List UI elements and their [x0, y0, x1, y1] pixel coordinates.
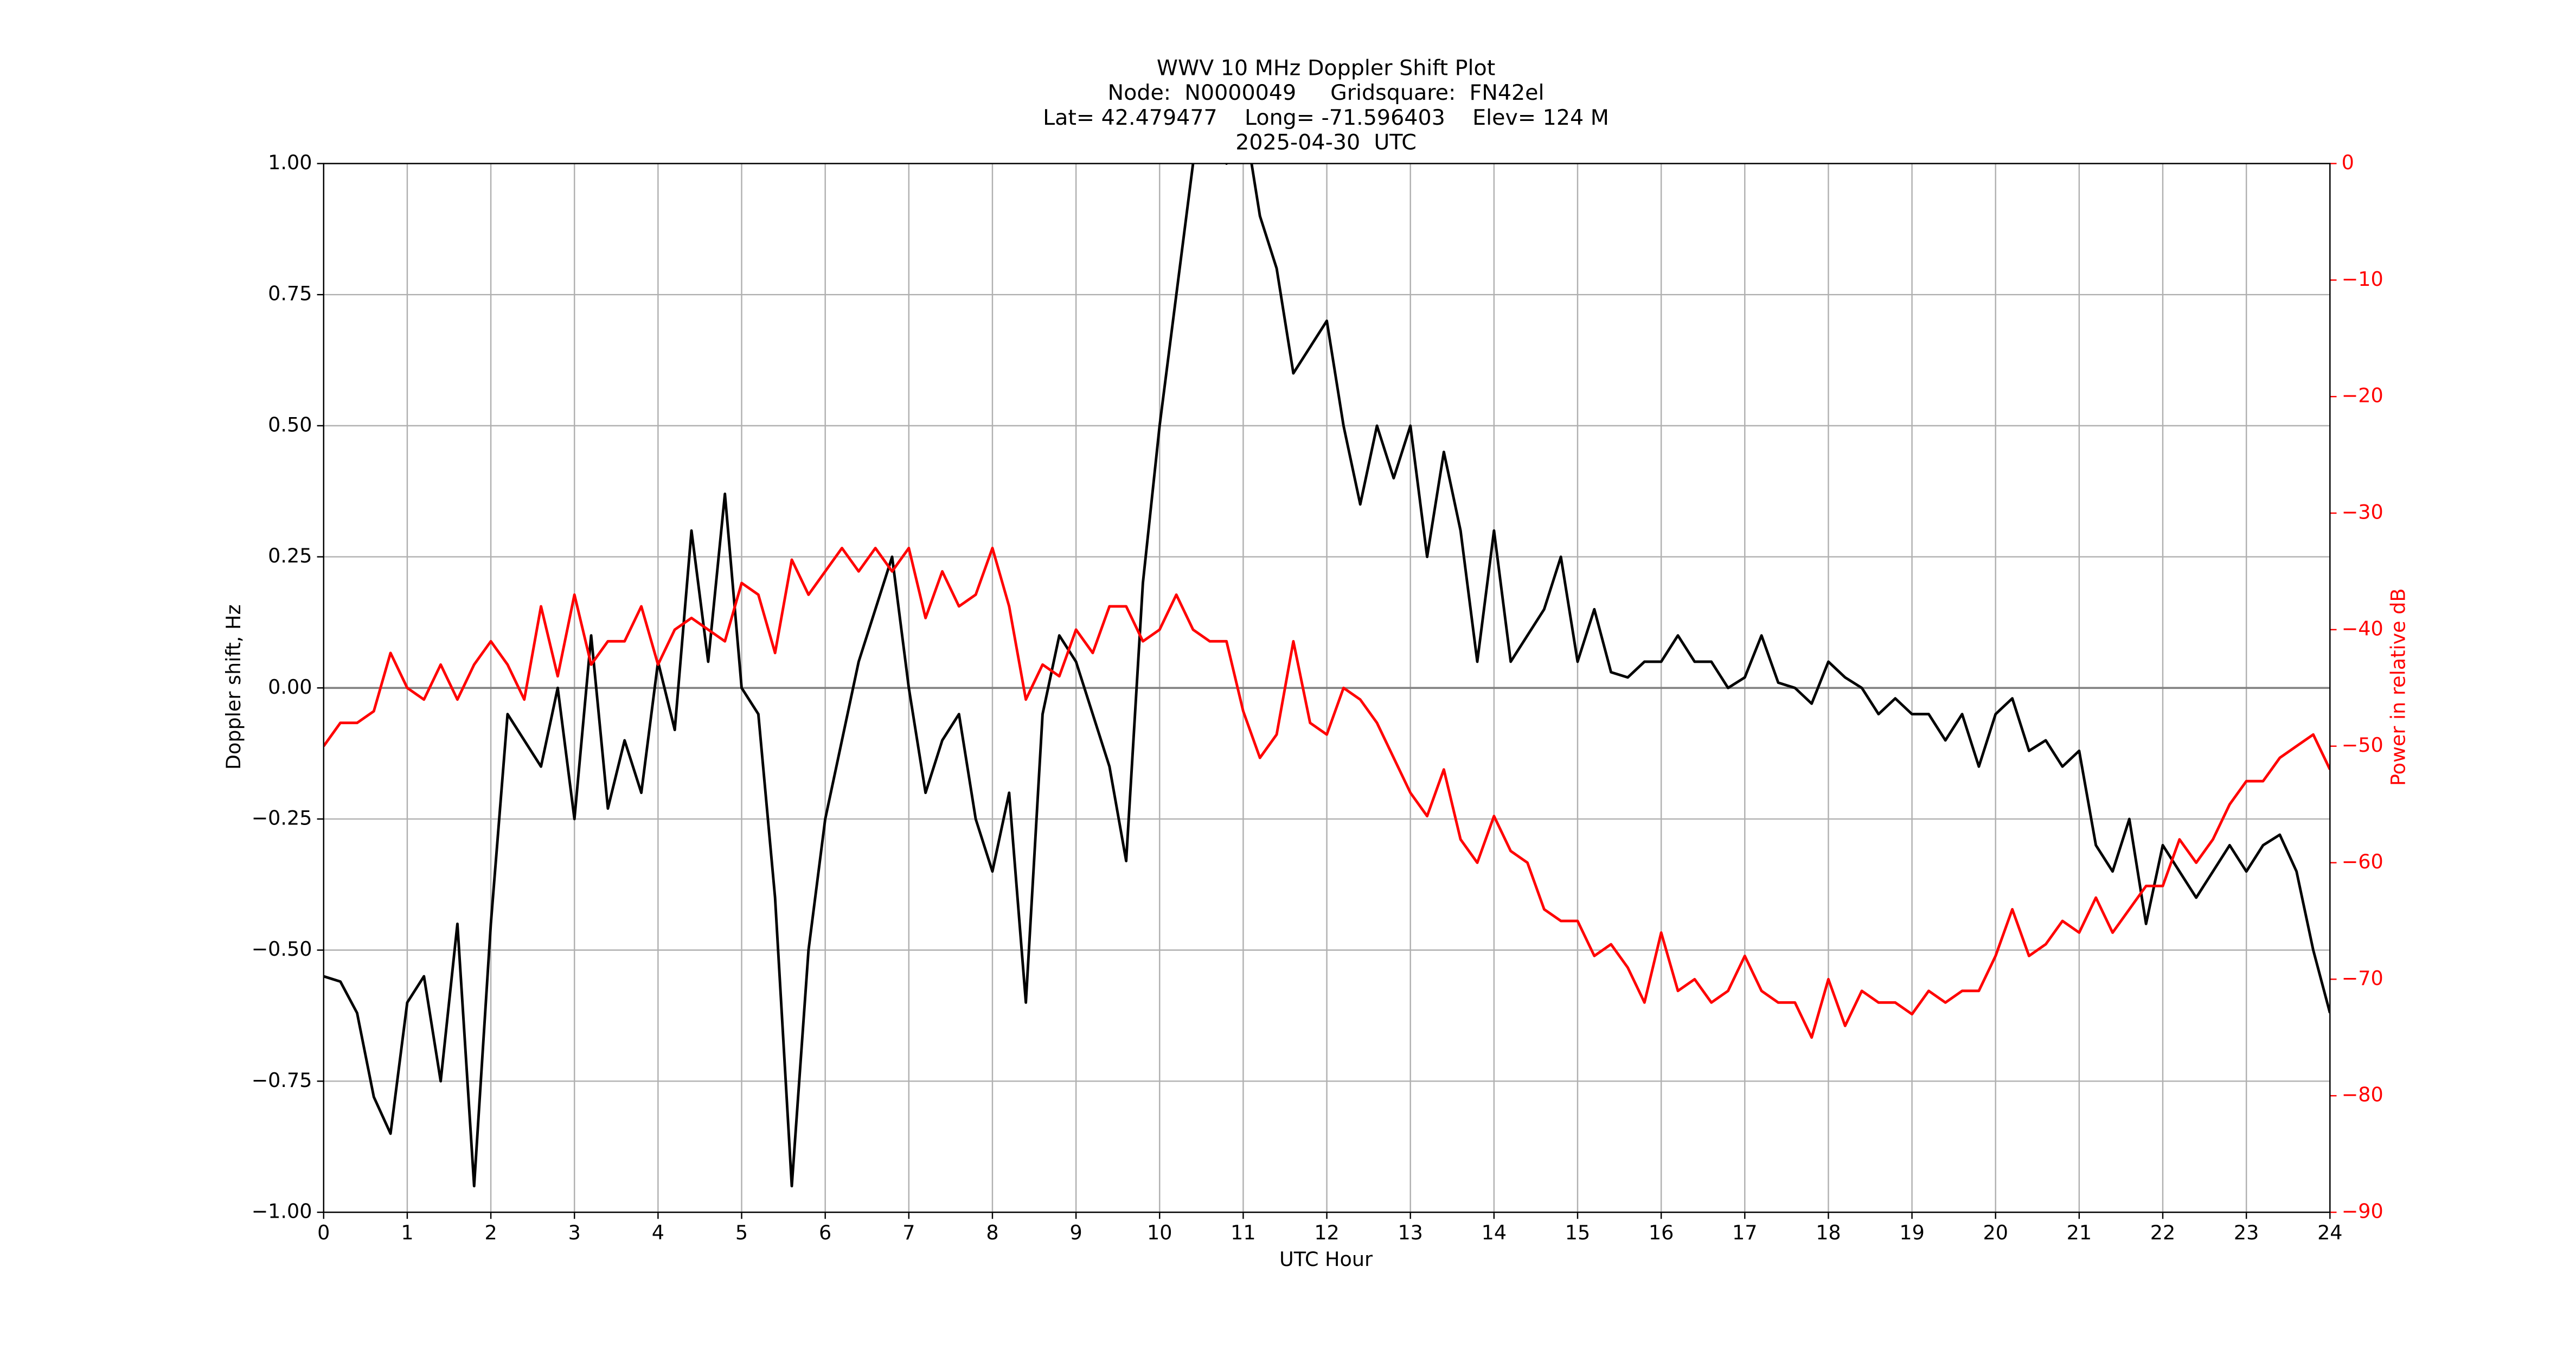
y2-tick-label: −30 — [2342, 501, 2383, 524]
chart-subtitle: Lat= 42.479477 Long= -71.596403 Elev= 12… — [1043, 105, 1609, 130]
x-tick-label: 10 — [1147, 1221, 1172, 1244]
chart-subtitle: Node: N0000049 Gridsquare: FN42el — [1108, 80, 1545, 105]
y-tick-label: 0.75 — [268, 282, 312, 305]
x-tick-label: 9 — [1069, 1221, 1082, 1244]
y2-tick-label: −80 — [2342, 1083, 2383, 1106]
y-tick-label: 0.50 — [268, 413, 312, 436]
x-tick-label: 24 — [2317, 1221, 2342, 1244]
x-tick-label: 19 — [1899, 1221, 1924, 1244]
x-axis-label: UTC Hour — [1279, 1248, 1373, 1271]
y2-tick-label: −10 — [2342, 267, 2383, 291]
x-tick-label: 18 — [1816, 1221, 1841, 1244]
data-line — [323, 547, 2330, 1039]
y2-tick-label: −70 — [2342, 967, 2383, 990]
x-tick-label: 5 — [735, 1221, 748, 1244]
y-axis-label: Doppler shift, Hz — [222, 604, 245, 770]
x-tick-label: 20 — [1983, 1221, 2008, 1244]
y2-tick-label: −90 — [2342, 1200, 2383, 1223]
y-tick-label: −0.25 — [252, 806, 312, 829]
chart-subtitle: 2025-04-30 UTC — [1235, 130, 1417, 155]
y-tick-label: 1.00 — [268, 151, 312, 174]
x-tick-label: 12 — [1314, 1221, 1339, 1244]
x-tick-label: 8 — [986, 1221, 998, 1244]
x-tick-label: 17 — [1732, 1221, 1757, 1244]
x-tick-label: 14 — [1482, 1221, 1507, 1244]
x-tick-label: 21 — [2067, 1221, 2092, 1244]
y-tick-label: −0.50 — [252, 937, 312, 961]
y-tick-label: −1.00 — [252, 1200, 312, 1223]
x-tick-label: 23 — [2234, 1221, 2259, 1244]
y2-axis-label: Power in relative dB — [2387, 589, 2410, 786]
plot-frame — [323, 163, 2331, 1213]
plot-area — [323, 163, 2330, 1188]
x-tick-label: 6 — [819, 1221, 831, 1244]
x-tick-label: 3 — [568, 1221, 581, 1244]
x-tick-label: 22 — [2150, 1221, 2175, 1244]
x-tick-label: 15 — [1565, 1221, 1590, 1244]
x-tick-label: 0 — [317, 1221, 330, 1244]
x-tick-label: 2 — [484, 1221, 497, 1244]
y2-tick-label: −50 — [2342, 733, 2383, 757]
y2-tick-label: −60 — [2342, 850, 2383, 873]
x-tick-label: 1 — [401, 1221, 413, 1244]
y-tick-label: 0.00 — [268, 675, 312, 699]
x-tick-label: 11 — [1231, 1221, 1255, 1244]
y2-tick-label: −40 — [2342, 617, 2383, 640]
chart-title: WWV 10 MHz Doppler Shift Plot — [1157, 55, 1495, 80]
y-tick-label: −0.75 — [252, 1069, 312, 1092]
x-tick-label: 7 — [902, 1221, 915, 1244]
x-tick-label: 13 — [1398, 1221, 1422, 1244]
x-tick-label: 16 — [1649, 1221, 1674, 1244]
y2-tick-label: 0 — [2342, 151, 2354, 174]
y-tick-label: 0.25 — [268, 544, 312, 567]
x-tick-label: 4 — [652, 1221, 664, 1244]
y2-tick-label: −20 — [2342, 384, 2383, 407]
